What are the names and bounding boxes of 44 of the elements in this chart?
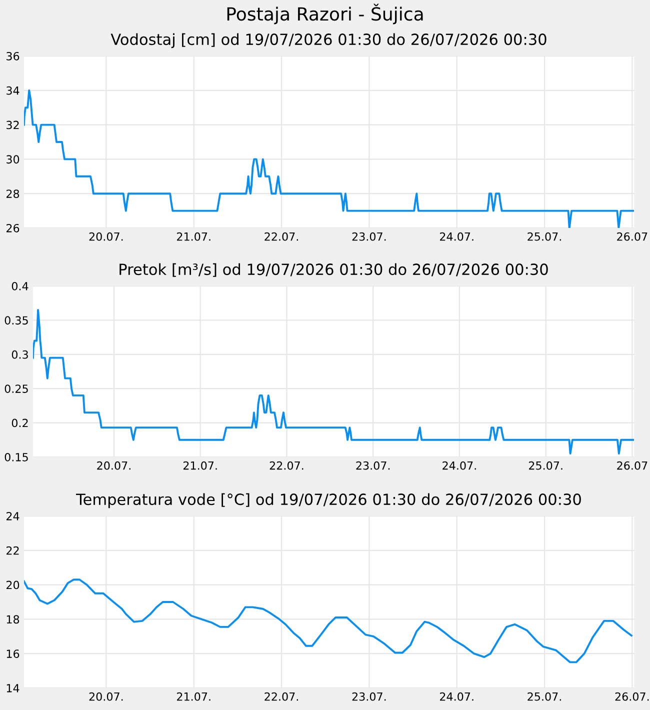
- y-tick-label: 14: [6, 684, 20, 692]
- y-tick-label: 0.4: [12, 282, 28, 290]
- x-tick-label: 23.07.: [356, 461, 390, 470]
- x-tick-label: 20.07.: [89, 232, 123, 241]
- y-tick-label: 34: [6, 86, 20, 95]
- y-tick-label: 0.25: [4, 384, 28, 393]
- y-tick-label: 16: [6, 650, 20, 658]
- x-tick-label: 21.07.: [176, 232, 210, 241]
- y-tick-label: 32: [6, 120, 19, 130]
- x-tick-label: 22.07.: [270, 461, 304, 470]
- chart-title: Temperatura vode [°C] od 19/07/2026 01:30 do 26/07/2026 00:30: [76, 493, 581, 508]
- x-tick-label: 26.07: [617, 232, 648, 241]
- x-tick-label: 21.07.: [183, 461, 217, 470]
- x-tick-label: 23.07.: [352, 692, 386, 701]
- x-tick-label: 22.07.: [264, 232, 298, 241]
- y-tick-label: 20: [6, 580, 20, 590]
- x-tick-label: 20.07.: [89, 692, 123, 701]
- x-tick-label: 26.07.: [615, 692, 649, 701]
- x-tick-label: 21.07.: [176, 692, 210, 701]
- chart-title: Postaja Razori - Šujica: [227, 4, 423, 24]
- y-tick-label: 22: [6, 546, 19, 555]
- x-tick-label: 22.07.: [264, 692, 298, 701]
- y-tick-label: 26: [6, 224, 20, 232]
- x-tick-label: 24.07.: [442, 461, 476, 470]
- y-tick-label: 28: [6, 190, 20, 198]
- y-tick-label: 0.35: [4, 316, 28, 325]
- x-tick-label: 26.07: [617, 461, 648, 470]
- x-tick-label: 20.07.: [97, 461, 130, 470]
- x-tick-label: 25.07.: [528, 232, 561, 241]
- y-tick-label: 24: [6, 512, 20, 520]
- x-tick-label: 23.07.: [352, 232, 386, 241]
- y-tick-label: 30: [6, 155, 20, 164]
- x-tick-label: 25.07.: [528, 692, 561, 701]
- x-tick-label: 25.07.: [528, 461, 562, 470]
- chart-title: Pretok [m³/s] od 19/07/2026 01:30 do 26/07/2026 00:30: [120, 263, 548, 277]
- x-tick-label: 24.07.: [440, 692, 474, 701]
- chart-subtitle: Vodostaj [cm] od 19/07/2026 01:30 do 26/07/2026 00:30: [110, 33, 546, 48]
- y-tick-label: 0.15: [4, 452, 28, 462]
- x-tick-label: 24.07.: [440, 232, 474, 241]
- line-series: [24, 578, 632, 664]
- y-tick-label: 0.2: [12, 418, 28, 428]
- y-tick-label: 0.3: [12, 350, 28, 359]
- y-tick-label: 18: [6, 615, 20, 624]
- y-tick-label: 36: [6, 52, 20, 60]
